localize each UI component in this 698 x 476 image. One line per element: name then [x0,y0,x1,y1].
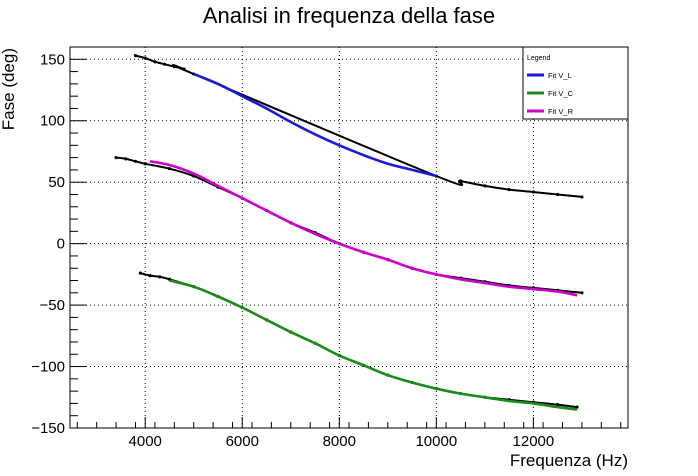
legend-label: Fit V_L [548,71,572,80]
data-point [580,291,584,295]
data-point [483,184,487,188]
data-point [138,271,142,275]
y-tick-label: 150 [40,51,65,68]
data-series-line [135,54,582,198]
data-point [507,187,511,192]
chart-title: Analisi in frequenza della fase [203,3,495,28]
fit-fit-v-l-line [193,72,437,178]
y-tick-label: 100 [40,113,65,130]
axis-ticks [70,46,622,429]
data-point [124,157,128,161]
x-tick-labels: 4000 6000 8000 10000 12000 [129,433,555,450]
fit-fit-v-c-line [169,279,578,411]
data-point [556,403,560,407]
data-point [158,275,162,279]
data-point [148,274,152,278]
y-tick-label: 0 [57,236,65,253]
legend-label: Fit V_R [548,107,574,116]
legend-box [522,46,629,120]
y-tick-labels: −150 −100 −50 0 50 100 150 [31,51,65,437]
legend-entries: Fit V_L Fit V_C Fit V_R [527,71,574,116]
data-point [182,67,186,71]
data-point [133,159,138,163]
data-series-line [140,272,578,409]
data-point [114,156,118,160]
y-tick-label: −150 [31,420,65,437]
x-tick-label: 10000 [415,433,457,450]
data-point [531,190,535,194]
x-tick-label: 6000 [226,433,259,450]
x-tick-label: 12000 [513,433,555,450]
data-point [153,60,157,64]
y-axis-label: Fase (deg) [0,48,18,130]
data-point [167,167,172,171]
legend-label: Fit V_C [548,89,574,98]
fit-fit-v-r-line [149,160,578,297]
data-point [163,62,167,66]
legend-title: Legend [527,55,550,62]
x-axis-label: Frequenza (Hz) [510,451,628,470]
data-series-line [115,156,582,294]
data-point [459,179,463,183]
x-tick-label: 8000 [323,433,356,450]
data-point [133,54,138,58]
y-tick-label: 50 [48,174,65,191]
data-point [143,162,147,166]
data-point [556,192,560,197]
y-tick-label: −50 [40,297,65,314]
y-tick-label: −100 [31,359,65,376]
x-tick-label: 4000 [129,433,162,450]
data-point [143,56,147,60]
data-point [580,195,584,199]
data-point [172,65,176,69]
legend: Legend Fit V_L Fit V_C Fit V_R [522,46,629,120]
series-layer [114,54,584,411]
data-point [575,405,579,409]
